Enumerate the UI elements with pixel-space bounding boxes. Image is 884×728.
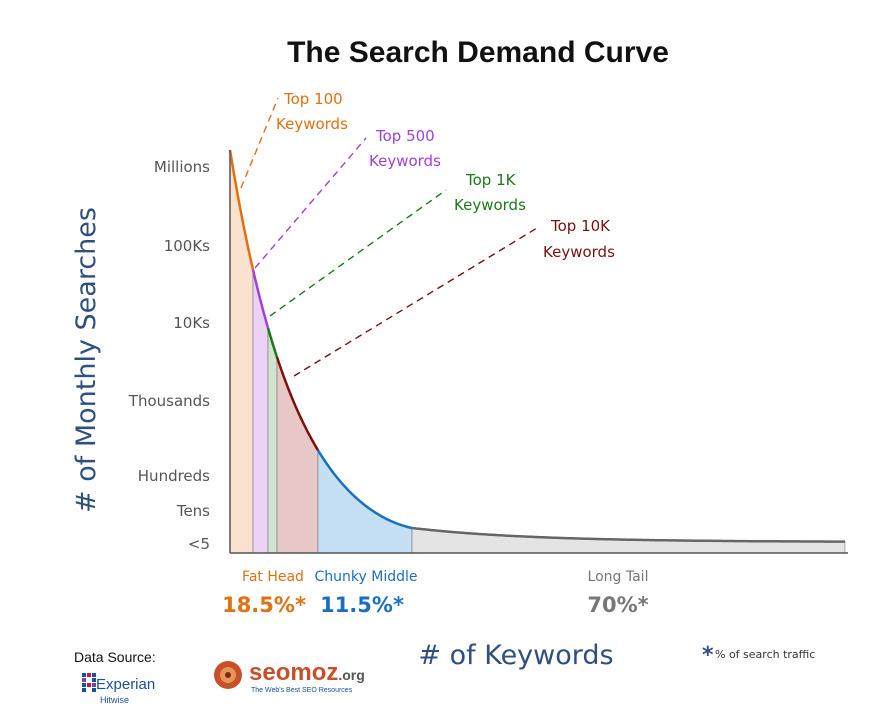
experian-logo: Experian Hitwise <box>82 673 155 705</box>
annotation-top500-line2: Keywords <box>369 152 441 170</box>
experian-logo-dot <box>92 688 96 692</box>
experian-logo-dot <box>87 673 91 677</box>
experian-logo-dot <box>82 673 86 677</box>
experian-logo-dot <box>92 683 96 687</box>
segment-label-fat-head: Fat Head <box>242 569 304 585</box>
experian-logo-dot <box>82 683 86 687</box>
y-tick-label: Hundreds <box>138 467 210 485</box>
seomoz-badge-center <box>225 672 231 678</box>
y-tick-label: Thousands <box>128 392 210 410</box>
y-tick-label: Millions <box>154 158 210 176</box>
annotation-top100-line2: Keywords <box>276 115 348 133</box>
segment-share-fat-head: 18.5%* <box>222 593 306 617</box>
annotation-leader-top500 <box>254 137 367 269</box>
experian-logo-text: Experian <box>96 676 155 693</box>
segment-label-chunky-middle: Chunky Middle <box>315 569 418 585</box>
curve-region <box>276 357 319 554</box>
annotation-top10k-line1: Top 10K <box>550 217 611 235</box>
curve-regions <box>229 149 846 554</box>
y-tick-label: <5 <box>188 535 210 553</box>
experian-logo-dot <box>92 678 96 682</box>
experian-logo-dot <box>92 673 96 677</box>
curve-line <box>411 526 845 543</box>
experian-logo-dot <box>82 688 86 692</box>
seomoz-logo: seomoz.org The Web's Best SEO Resources <box>214 659 365 694</box>
y-tick-label: 100Ks <box>164 237 210 255</box>
curve-region <box>317 449 413 554</box>
curve-line <box>316 449 413 530</box>
experian-logo-dot <box>82 678 86 682</box>
curve-line <box>266 327 279 358</box>
annotation-leader-top100 <box>240 97 279 189</box>
seomoz-logo-text: seomoz.org <box>249 659 365 686</box>
curve-region <box>252 269 269 554</box>
curve-lines <box>228 149 845 543</box>
hitwise-logo-text: Hitwise <box>100 695 129 705</box>
data-source-label: Data Source: <box>74 649 156 665</box>
curve-line <box>275 356 320 451</box>
annotation-top10k-line2: Keywords <box>543 243 615 261</box>
curve-line <box>228 149 255 270</box>
segment-share-long-tail: 70%* <box>587 593 648 617</box>
annotation-top1k-line1: Top 1K <box>465 171 517 189</box>
annotation-leader-top10k <box>293 227 538 377</box>
annotation-leader-top1k <box>269 189 447 317</box>
segment-share-chunky-middle: 11.5%* <box>320 593 404 617</box>
seomoz-tagline: The Web's Best SEO Resources <box>251 687 353 694</box>
y-tick-label: Tens <box>176 502 210 520</box>
y-tick-label: 10Ks <box>173 314 210 332</box>
experian-logo-dot <box>87 683 91 687</box>
y-axis-label: # of Monthly Searches <box>71 207 102 513</box>
annotation-top1k-line2: Keywords <box>454 196 526 214</box>
annotation-top500-line1: Top 500 <box>375 127 435 145</box>
x-axis-label: # of Keywords <box>418 640 613 671</box>
chart-title: The Search Demand Curve <box>287 36 669 69</box>
segment-label-long-tail: Long Tail <box>588 569 649 585</box>
annotation-top100-line1: Top 100 <box>283 90 343 108</box>
curve-region <box>267 327 278 554</box>
footnote-asterisk: * <box>702 643 714 668</box>
footnote-text: % of search traffic <box>715 648 815 661</box>
curve-line <box>251 269 270 329</box>
